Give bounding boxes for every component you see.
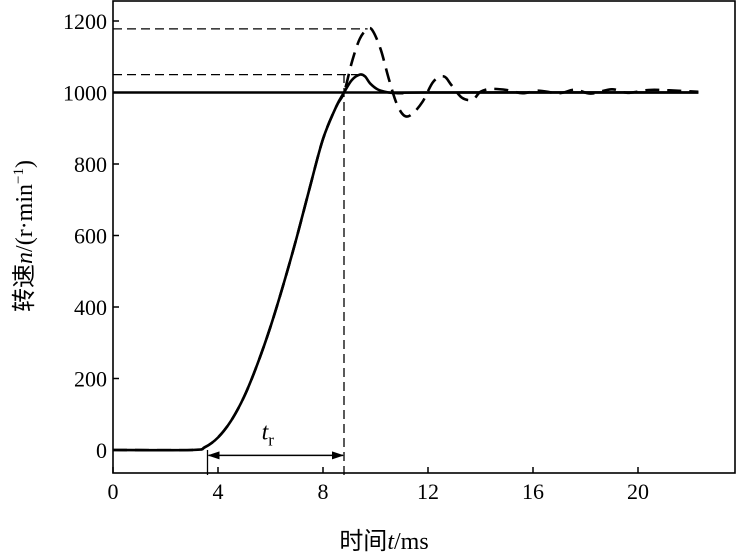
series-line-dashed [112,26,699,452]
y-tick-label: 400 [74,295,107,320]
series-group [112,26,699,452]
y-tick-label: 800 [74,152,107,177]
x-tick-label: 8 [318,479,329,504]
y-tick-label: 1000 [63,81,107,106]
x-tick-label: 20 [627,479,649,504]
rise-time-label: tr [262,419,275,449]
reference-lines [113,28,699,476]
x-tick-label: 4 [213,479,224,504]
y-tick-label: 200 [74,367,107,392]
x-tick-label: 0 [108,479,119,504]
x-axis-title: 时间t/ms [339,528,428,555]
y-tick-label: 0 [96,438,107,463]
y-tick-label: 1200 [63,9,107,34]
series-line-solid [112,73,699,452]
x-tick-label: 12 [417,479,439,504]
y-axis-title: 转速n/(r·min−1) [11,160,38,312]
x-tick-label: 16 [522,479,544,504]
plot-frame [112,0,736,474]
annotations: tr [207,419,344,460]
y-tick-label: 600 [74,224,107,249]
